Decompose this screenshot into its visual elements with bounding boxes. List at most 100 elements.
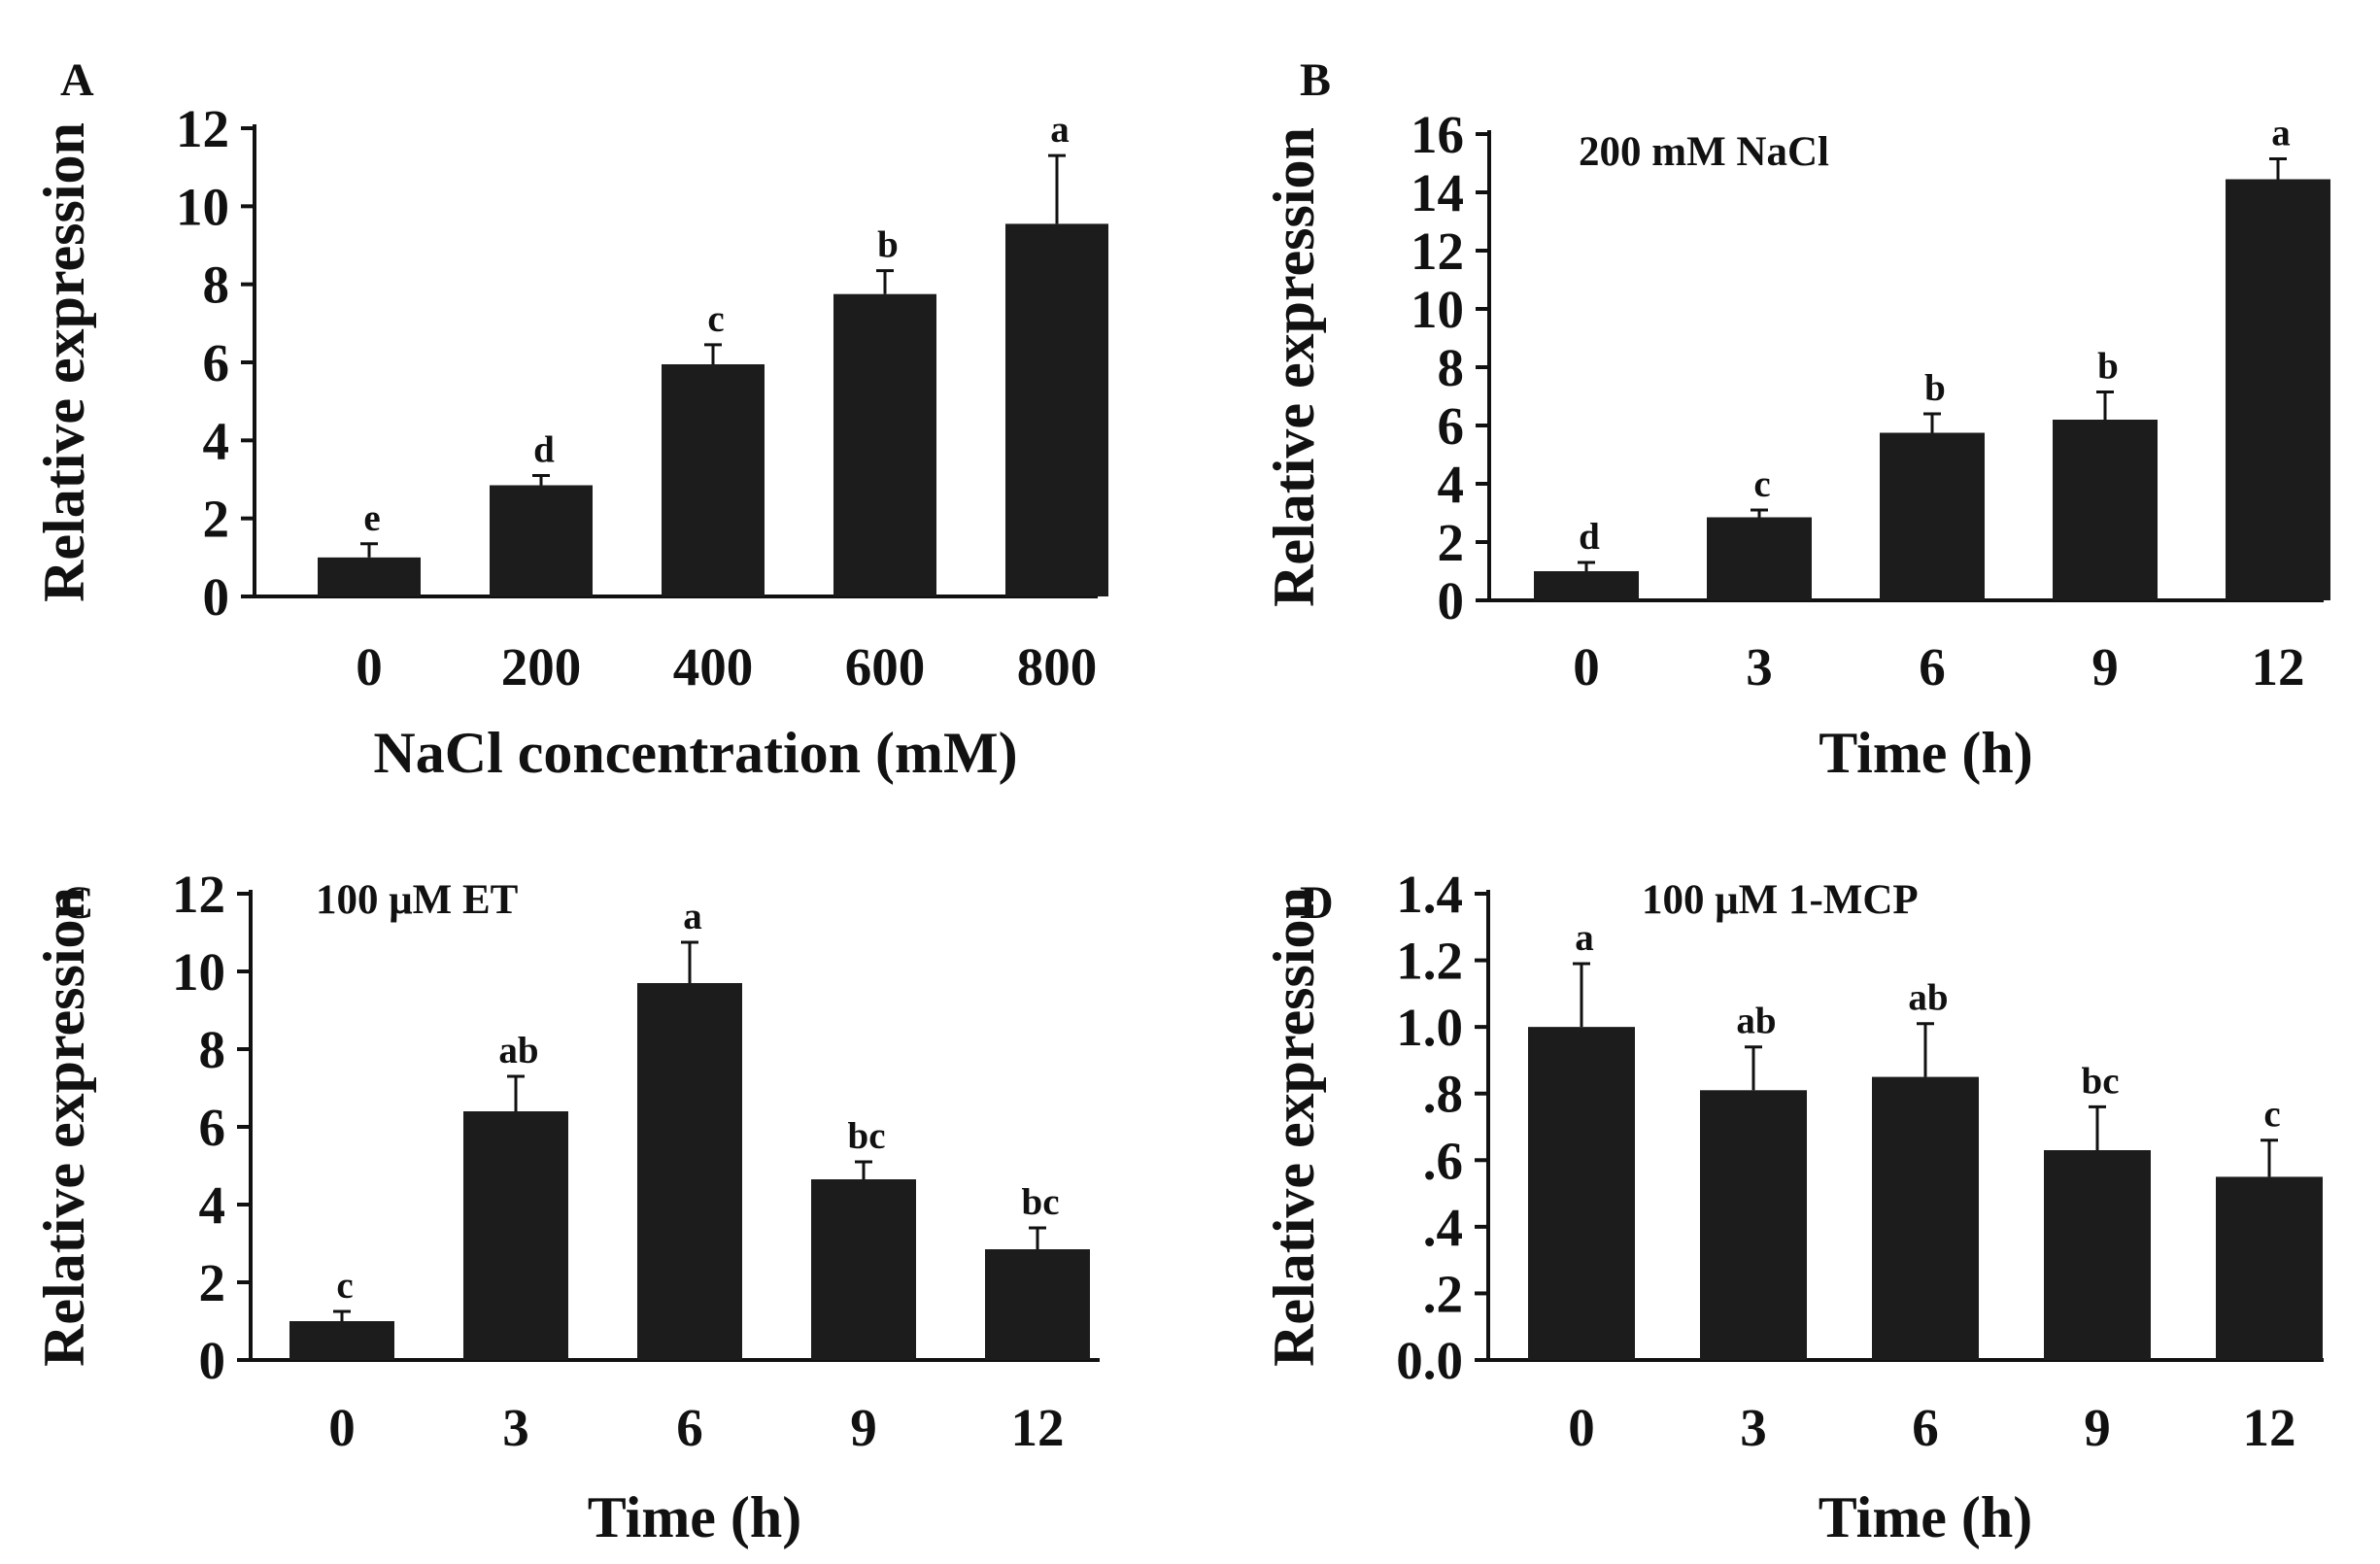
panel-c-x-tick-label: 3 <box>502 1398 529 1457</box>
panel-b-x-tick-label: 12 <box>2252 637 2305 697</box>
panel-d-y-tick-label: 0.0 <box>1396 1331 1463 1390</box>
panel-d-y-axis-title: Relative expression <box>1262 887 1326 1367</box>
panel-d-x-tick-label: 3 <box>1740 1398 1767 1457</box>
panel-d-y-tick-label: .4 <box>1423 1198 1463 1257</box>
panel-a-significance-letter: b <box>877 224 899 266</box>
panel-b-bar <box>1534 571 1639 600</box>
panel-a-significance-letter: e <box>363 497 380 539</box>
panel-b-annotation: 200 mM NaCl <box>1579 129 1829 175</box>
panel-a-x-tick-label: 0 <box>356 637 383 697</box>
panel-b-bar <box>2226 179 2330 600</box>
panel-a-letter: A <box>60 54 94 106</box>
panel-b-y-tick-label: 6 <box>1438 396 1465 456</box>
panel-b-x-tick-label: 0 <box>1573 637 1600 697</box>
panel-b-bar <box>1707 517 1812 600</box>
panel-b-y-axis-title: Relative expression <box>1262 127 1326 607</box>
panel-c-significance-letter: bc <box>848 1115 886 1157</box>
panel-b-y-tick-label: 14 <box>1411 163 1464 222</box>
panel-d-bar <box>1528 1027 1635 1360</box>
panel-a-x-tick-label: 400 <box>673 637 754 697</box>
panel-d-y-tick-label: 1.0 <box>1396 998 1463 1057</box>
panel-d-bar <box>1872 1076 1979 1360</box>
panel-c-significance-letter: c <box>336 1265 353 1307</box>
panel-b-y-tick-label: 4 <box>1438 455 1465 514</box>
panel-c-bar <box>811 1179 916 1360</box>
panel-c-y-axis-title: Relative expression <box>32 887 96 1367</box>
panel-b-y-tick-label: 2 <box>1438 513 1465 572</box>
panel-c-y-tick-label: 0 <box>199 1331 226 1390</box>
panel-b-x-tick-label: 9 <box>2091 637 2119 697</box>
panel-d-significance-letter: bc <box>2082 1060 2120 1102</box>
panel-a-x-tick-label: 600 <box>845 637 926 697</box>
panel-a-bar <box>1005 223 1108 597</box>
panel-d-y-tick-label: .6 <box>1423 1131 1463 1190</box>
panel-a-bar <box>833 293 936 596</box>
panel-a-significance-letter: a <box>1050 109 1070 151</box>
panel-c-significance-letter: a <box>683 896 702 937</box>
panel-a-bar <box>662 364 765 596</box>
panel-a-y-tick-label: 0 <box>203 567 230 627</box>
panel-b-significance-letter: b <box>1924 367 1946 409</box>
panel-d-x-tick-label: 12 <box>2243 1398 2296 1457</box>
panel-a-y-tick-label: 4 <box>203 411 230 470</box>
panel-c-y-tick-label: 4 <box>199 1175 226 1235</box>
panel-d-significance-letter: ab <box>1908 977 1948 1019</box>
panel-d-significance-letter: ab <box>1736 1001 1776 1042</box>
panel-b-y-tick-label: 0 <box>1438 571 1465 630</box>
panel-a-x-tick-label: 200 <box>501 637 582 697</box>
panel-d-y-tick-label: 1.2 <box>1396 932 1463 991</box>
panel-c-annotation: 100 μM ET <box>316 877 519 923</box>
panel-a-y-axis-title: Relative expression <box>32 122 96 602</box>
panel-d: D 0.0 .2 .4 .6 .8 1.0 1.2 1.4 a 0 ab 3 ab 6 bc 9 c 12 100 μ… <box>1262 865 2324 1549</box>
panel-c-y-tick-label: 8 <box>199 1020 226 1079</box>
panel-c-bar <box>985 1249 1090 1360</box>
panel-c-significance-letter: ab <box>498 1030 538 1071</box>
panel-c-y-tick-label: 10 <box>172 942 225 1002</box>
panel-a-x-axis-title: NaCl concentration (mM) <box>373 721 1017 785</box>
panel-a-bar <box>318 557 421 596</box>
panel-c-letter: C <box>60 877 94 929</box>
panel-d-letter: D <box>1300 877 1334 929</box>
panel-b-significance-letter: b <box>2097 346 2119 388</box>
panel-d-significance-letter: c <box>2263 1094 2280 1136</box>
panel-b-y-tick-label: 12 <box>1411 221 1464 281</box>
panel-c-x-tick-label: 6 <box>676 1398 703 1457</box>
panel-d-bar <box>1700 1090 1807 1360</box>
panel-b-y-tick-label: 10 <box>1411 280 1464 339</box>
panel-c-x-tick-label: 12 <box>1011 1398 1065 1457</box>
panel-a-y-tick-label: 10 <box>176 177 229 236</box>
panel-b-letter: B <box>1300 54 1331 106</box>
panel-a-y-tick-label: 12 <box>176 99 229 158</box>
panel-c-y-tick-label: 6 <box>199 1098 226 1157</box>
panel-a-y-tick-label: 8 <box>203 255 230 315</box>
panel-c-x-axis-title: Time (h) <box>588 1485 802 1549</box>
panel-d-bar <box>2216 1176 2323 1360</box>
panel-c-significance-letter: bc <box>1022 1181 1060 1223</box>
panel-d-y-tick-label: 1.4 <box>1396 865 1463 924</box>
panel-d-y-tick-label: .8 <box>1423 1065 1463 1124</box>
panel-d-x-tick-label: 0 <box>1568 1398 1595 1457</box>
panel-c-bar <box>637 983 742 1360</box>
panel-a-significance-letter: d <box>533 428 555 470</box>
panel-c-y-tick-label: 2 <box>199 1253 226 1312</box>
panel-b-x-tick-label: 6 <box>1919 637 1946 697</box>
panel-b-y-tick-label: 16 <box>1411 105 1464 164</box>
panel-b-x-tick-label: 3 <box>1746 637 1773 697</box>
panel-d-annotation: 100 μM 1-MCP <box>1642 877 1919 923</box>
panel-d-x-axis-title: Time (h) <box>1819 1485 2033 1549</box>
panel-d-x-tick-label: 9 <box>2084 1398 2111 1457</box>
panel-b-significance-letter: d <box>1579 516 1600 558</box>
panel-b-y-tick-label: 8 <box>1438 338 1465 397</box>
panel-d-y-tick-label: .2 <box>1423 1264 1463 1323</box>
panel-c-y-tick-label: 12 <box>172 865 225 924</box>
panel-b-significance-letter: a <box>2271 113 2291 154</box>
panel-d-bar <box>2044 1150 2151 1360</box>
panel-c: C 0 2 4 6 8 10 12 c 0 ab 3 a 6 bc 9 bc 12 100 μM ET Time (h… <box>32 865 1100 1549</box>
panel-b-significance-letter: c <box>1753 463 1770 505</box>
panel-a-x-tick-label: 800 <box>1017 637 1098 697</box>
panel-c-x-tick-label: 0 <box>328 1398 356 1457</box>
panel-c-x-tick-label: 9 <box>850 1398 877 1457</box>
